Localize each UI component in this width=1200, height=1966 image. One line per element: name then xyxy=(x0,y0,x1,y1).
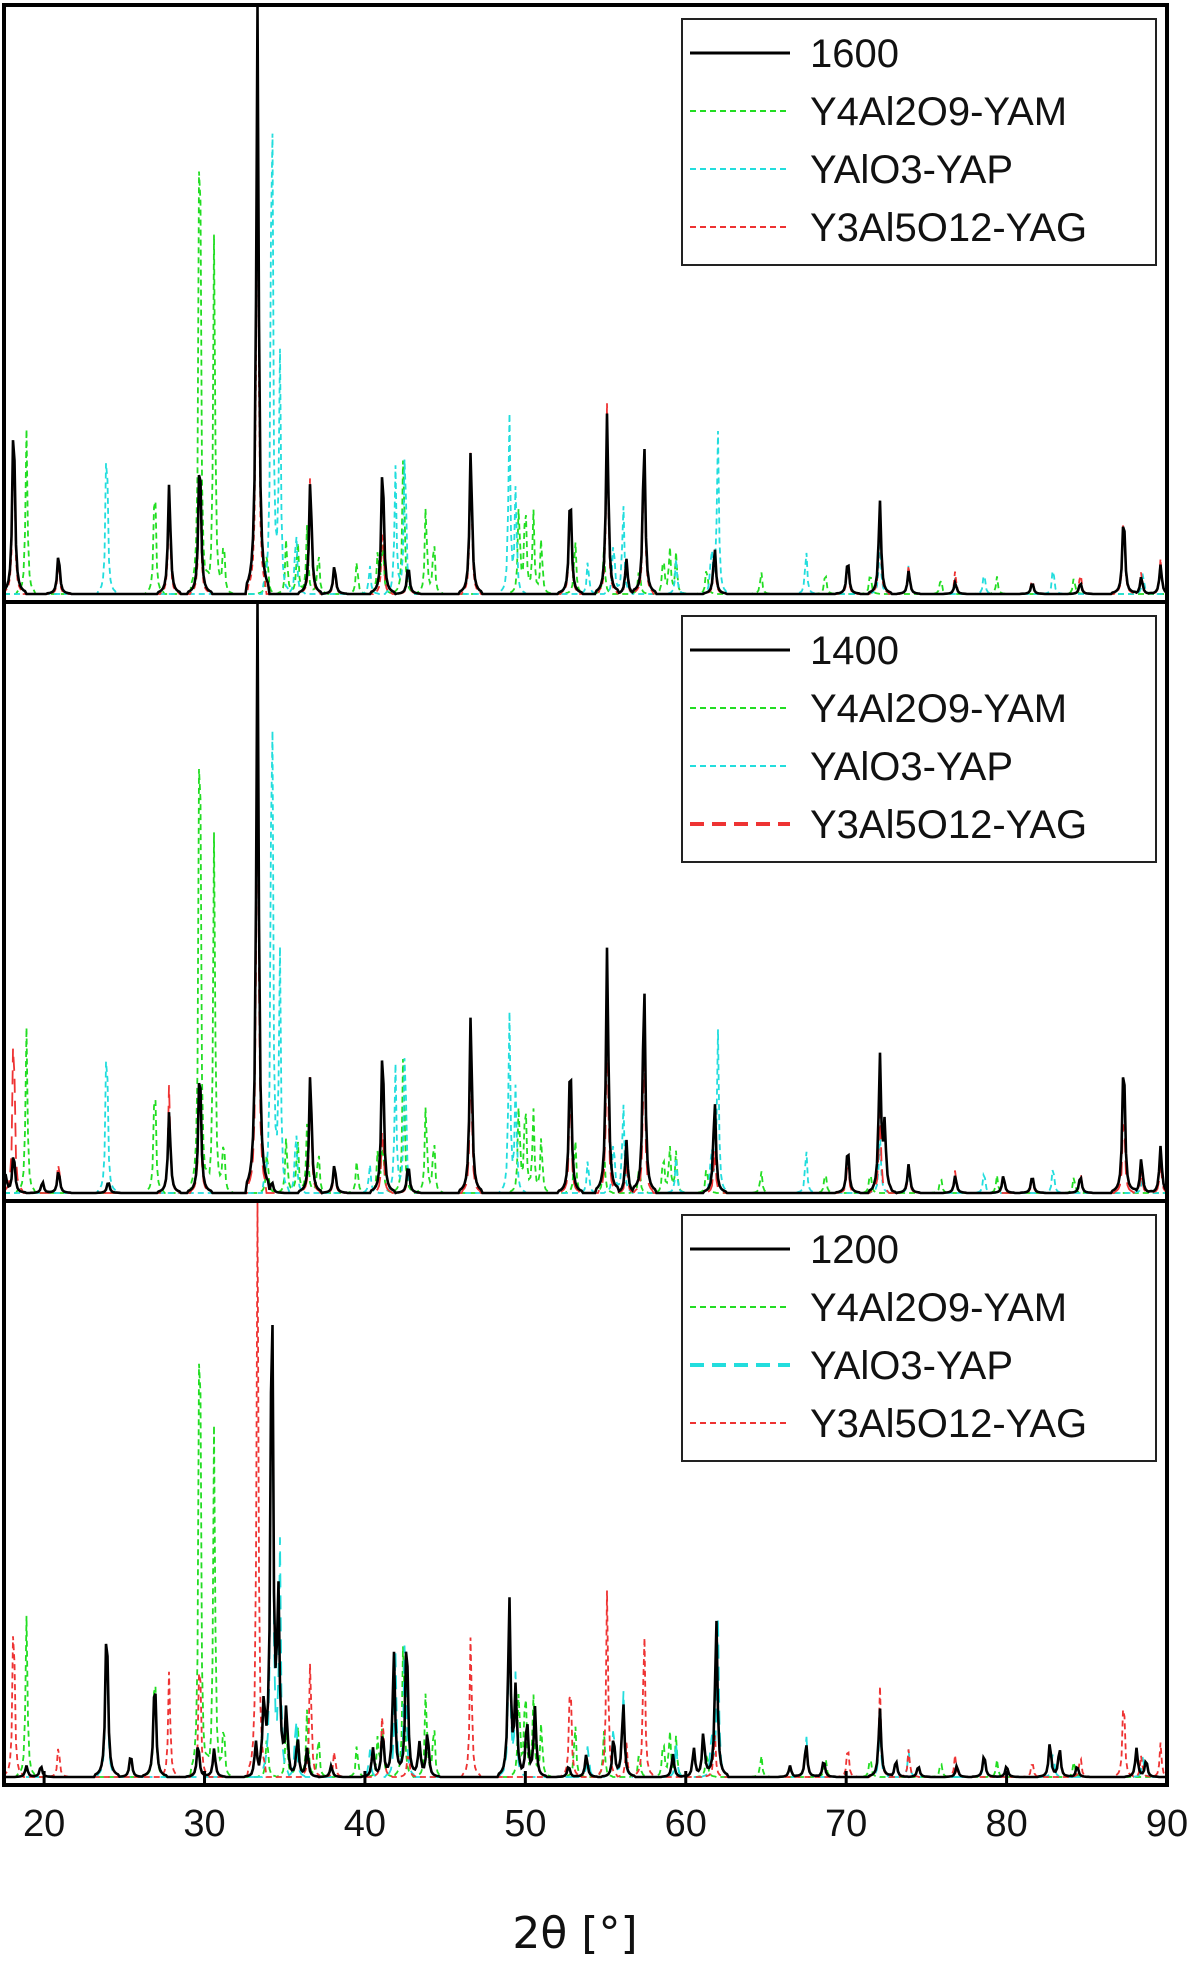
legend-box xyxy=(681,615,1157,863)
x-tick-label-90: 90 xyxy=(1146,1803,1188,1845)
plot-border xyxy=(2,3,1169,1787)
x-axis-title: 2θ [°] xyxy=(512,1908,637,1959)
series-1200-line xyxy=(4,1324,1167,1779)
x-tick-label-80: 80 xyxy=(985,1803,1027,1845)
x-tick-label-50: 50 xyxy=(504,1803,546,1845)
series-1400-line xyxy=(4,602,1167,1195)
legend-label-yalo3-yap: YAlO3-YAP xyxy=(810,148,1013,192)
legends-layer: 1600Y4Al2O9-YAMYAlO3-YAPY3Al5O12-YAG1400… xyxy=(681,18,1157,1462)
legend-label-y3al5o12-yag: Y3Al5O12-YAG xyxy=(810,803,1087,847)
x-tick-label-70: 70 xyxy=(825,1803,867,1845)
x-tick-label-20: 20 xyxy=(23,1803,65,1845)
x-tick-label-30: 30 xyxy=(183,1803,225,1845)
legend-label-1600: 1600 xyxy=(810,32,899,76)
x-tick-label-60: 60 xyxy=(665,1803,707,1845)
legend-label-y3al5o12-yag: Y3Al5O12-YAG xyxy=(810,1402,1087,1446)
panel-2 xyxy=(4,602,1167,1195)
legend-panel-2: 1400 Y4Al2O9-YAM YAlO3-YAP Y3Al5O12-YAG xyxy=(681,615,1157,863)
legend-label-y4al2o9-yam: Y4Al2O9-YAM xyxy=(810,90,1067,134)
x-axis: 20 30 40 50 60 70 80 90 xyxy=(23,1771,1188,1845)
legend-label-yalo3-yap: YAlO3-YAP xyxy=(810,1344,1013,1388)
legend-label-y4al2o9-yam: Y4Al2O9-YAM xyxy=(810,687,1067,731)
panel-3 xyxy=(4,1201,1167,1779)
legend-box xyxy=(681,1214,1157,1462)
panel-plot-area xyxy=(4,602,1167,1195)
panel-plot-area xyxy=(4,5,1167,596)
axes-frame xyxy=(2,3,1169,1787)
legend-label-yalo3-yap: YAlO3-YAP xyxy=(810,745,1013,789)
legend-panel-3: 1200 Y4Al2O9-YAM YAlO3-YAP Y3Al5O12-YAG xyxy=(681,1214,1157,1462)
x-tick-label-40: 40 xyxy=(344,1803,386,1845)
panel-1 xyxy=(4,5,1167,596)
legend-box xyxy=(681,18,1157,266)
legend-label-y3al5o12-yag: Y3Al5O12-YAG xyxy=(810,206,1087,250)
series-1600-line xyxy=(4,5,1167,596)
panel-plot-area xyxy=(4,1201,1167,1779)
series-yalo3-yap-line xyxy=(4,1326,1167,1778)
legend-label-1400: 1400 xyxy=(810,629,899,673)
legend-label-1200: 1200 xyxy=(810,1228,899,1272)
panels-layer xyxy=(4,5,1167,1779)
legend-panel-1: 1600 Y4Al2O9-YAM YAlO3-YAP Y3Al5O12-YAG xyxy=(681,18,1157,266)
legend-label-y4al2o9-yam: Y4Al2O9-YAM xyxy=(810,1286,1067,1330)
